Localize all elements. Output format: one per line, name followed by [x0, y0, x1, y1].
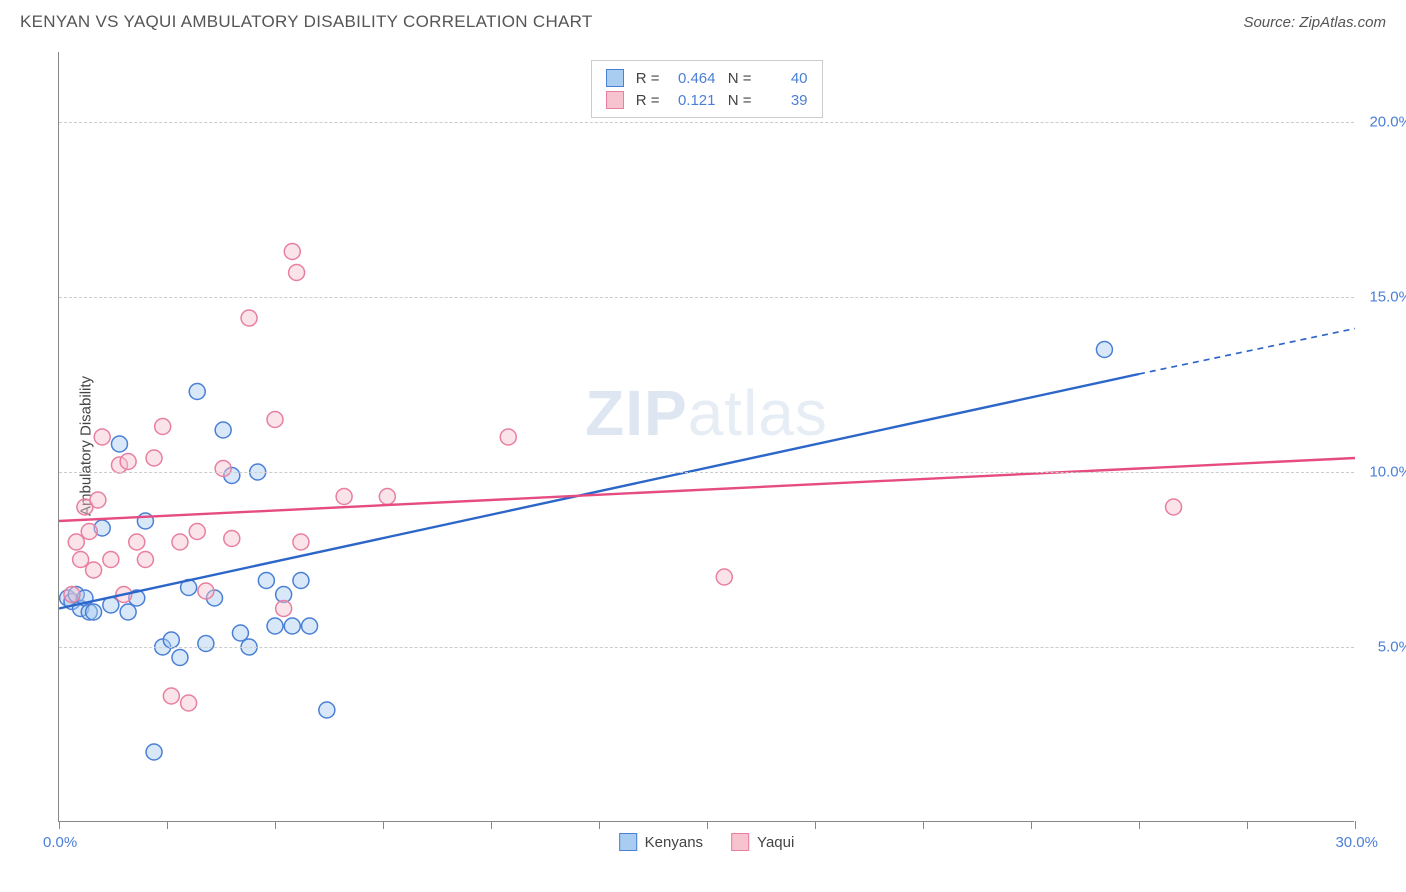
chart-title: KENYAN VS YAQUI AMBULATORY DISABILITY CO…: [20, 12, 593, 32]
y-tick-label: 20.0%: [1369, 114, 1406, 131]
stats-row: R = 0.121 N = 39: [606, 89, 808, 111]
legend-item: Yaqui: [731, 833, 794, 851]
legend-swatch: [606, 91, 624, 109]
scatter-point: [215, 461, 231, 477]
x-tick: [491, 821, 492, 829]
stat-n-value: 39: [762, 92, 808, 109]
x-tick: [815, 821, 816, 829]
x-axis-min-label: 0.0%: [43, 834, 77, 851]
scatter-point: [267, 618, 283, 634]
scatter-point: [716, 569, 732, 585]
scatter-point: [163, 688, 179, 704]
scatter-point: [224, 531, 240, 547]
scatter-point: [120, 454, 136, 470]
scatter-point: [86, 604, 102, 620]
stat-r-value: 0.464: [670, 70, 716, 87]
scatter-point: [94, 429, 110, 445]
scatter-point: [64, 587, 80, 603]
stat-n-value: 40: [762, 70, 808, 87]
scatter-point: [289, 265, 305, 281]
scatter-point: [284, 618, 300, 634]
scatter-point: [189, 384, 205, 400]
x-tick: [1139, 821, 1140, 829]
scatter-point: [284, 244, 300, 260]
source-attribution: Source: ZipAtlas.com: [1243, 14, 1386, 31]
stat-r-label: R =: [634, 92, 660, 109]
scatter-svg: [59, 52, 1354, 821]
legend-swatch: [731, 833, 749, 851]
scatter-point: [111, 436, 127, 452]
scatter-point: [198, 636, 214, 652]
x-tick: [599, 821, 600, 829]
scatter-point: [163, 632, 179, 648]
scatter-point: [146, 450, 162, 466]
scatter-point: [500, 429, 516, 445]
stat-r-value: 0.121: [670, 92, 716, 109]
scatter-point: [155, 419, 171, 435]
scatter-point: [1096, 342, 1112, 358]
trend-line: [59, 374, 1139, 609]
legend-label: Yaqui: [757, 834, 794, 851]
scatter-point: [172, 534, 188, 550]
scatter-point: [137, 552, 153, 568]
scatter-point: [68, 534, 84, 550]
stat-r-label: R =: [634, 70, 660, 87]
scatter-point: [103, 552, 119, 568]
y-tick-label: 10.0%: [1369, 464, 1406, 481]
stats-legend: R = 0.464 N = 40 R = 0.121 N = 39: [591, 60, 823, 118]
x-axis-max-label: 30.0%: [1335, 834, 1378, 851]
stat-n-label: N =: [726, 92, 752, 109]
legend-item: Kenyans: [619, 833, 703, 851]
scatter-point: [129, 534, 145, 550]
x-tick: [1355, 821, 1356, 829]
scatter-point: [215, 422, 231, 438]
scatter-point: [267, 412, 283, 428]
scatter-point: [319, 702, 335, 718]
scatter-point: [293, 573, 309, 589]
scatter-point: [189, 524, 205, 540]
scatter-point: [198, 583, 214, 599]
scatter-point: [293, 534, 309, 550]
x-tick: [1247, 821, 1248, 829]
gridline-h: [59, 472, 1354, 473]
x-tick: [275, 821, 276, 829]
scatter-point: [73, 552, 89, 568]
x-tick: [167, 821, 168, 829]
scatter-point: [258, 573, 274, 589]
legend-swatch: [619, 833, 637, 851]
chart-plot-area: ZIPatlas R =0.464N =40R =0.121N =39 Keny…: [58, 52, 1354, 822]
y-tick-label: 5.0%: [1378, 639, 1406, 656]
scatter-point: [120, 604, 136, 620]
legend-swatch: [606, 69, 624, 87]
x-tick: [707, 821, 708, 829]
scatter-point: [336, 489, 352, 505]
legend-label: Kenyans: [645, 834, 703, 851]
trend-line-extension: [1139, 329, 1355, 375]
x-tick: [923, 821, 924, 829]
gridline-h: [59, 647, 1354, 648]
x-tick: [383, 821, 384, 829]
stat-n-label: N =: [726, 70, 752, 87]
scatter-point: [232, 625, 248, 641]
gridline-h: [59, 122, 1354, 123]
x-tick: [1031, 821, 1032, 829]
y-tick-label: 15.0%: [1369, 289, 1406, 306]
x-tick: [59, 821, 60, 829]
scatter-point: [1166, 499, 1182, 515]
stats-row: R = 0.464 N = 40: [606, 67, 808, 89]
scatter-point: [379, 489, 395, 505]
scatter-point: [86, 562, 102, 578]
scatter-point: [146, 744, 162, 760]
scatter-point: [241, 310, 257, 326]
scatter-point: [181, 695, 197, 711]
scatter-point: [81, 524, 97, 540]
bottom-legend: Kenyans Yaqui: [619, 833, 795, 851]
scatter-point: [90, 492, 106, 508]
gridline-h: [59, 297, 1354, 298]
scatter-point: [276, 601, 292, 617]
scatter-point: [172, 650, 188, 666]
scatter-point: [302, 618, 318, 634]
